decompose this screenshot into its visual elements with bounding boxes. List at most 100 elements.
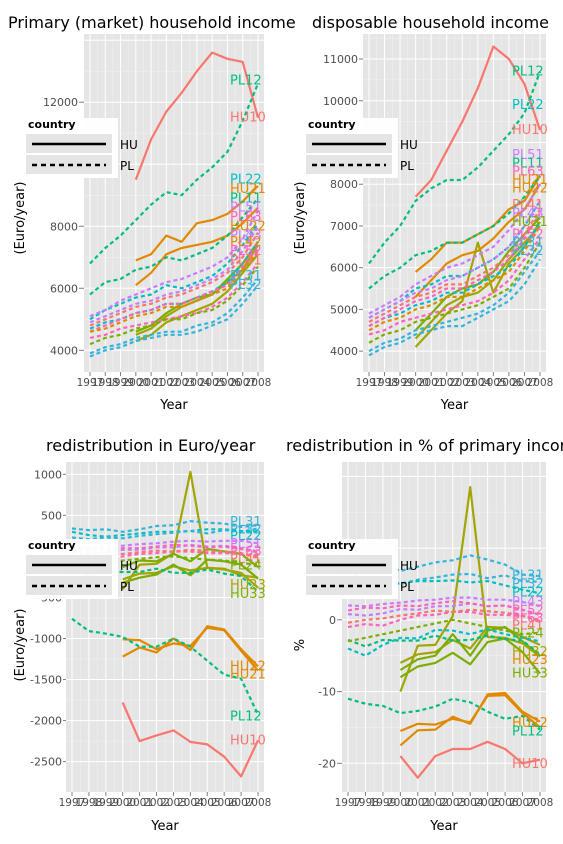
legend: country HU PL	[26, 539, 138, 599]
series-line-hu10	[414, 45, 542, 198]
x-tick-label: 2003	[168, 377, 195, 389]
x-tick-label: 2000	[402, 377, 429, 389]
panel-title: disposable household income	[312, 13, 549, 32]
legend: country HU PL	[306, 118, 418, 178]
y-tick-label: -2000	[30, 715, 62, 728]
region-end-label: PL22	[512, 98, 544, 113]
x-tick-label: 2008	[245, 377, 272, 389]
y-axis-label: (Euro/year)	[13, 182, 28, 255]
legend-title: country	[308, 118, 356, 131]
legend-title: country	[28, 539, 76, 552]
series-line-pl32	[347, 572, 541, 586]
series-line-pl41	[368, 208, 541, 323]
series-line-pl32	[71, 527, 259, 541]
x-tick-label: 2005	[194, 797, 221, 809]
region-end-label: PL63	[230, 210, 262, 225]
series-line-pl21	[368, 221, 541, 328]
x-tick-label: 2004	[457, 797, 484, 809]
series-line-pl11	[347, 634, 541, 656]
region-end-label: HU31	[512, 215, 548, 230]
region-end-label: PL51	[230, 201, 262, 216]
region-end-label: PL12	[230, 74, 262, 89]
x-tick-label: 2002	[433, 377, 460, 389]
y-tick-label: 7000	[330, 220, 358, 233]
x-tick-label: 1997	[77, 377, 104, 389]
region-end-label: PL22	[230, 173, 262, 188]
panel-title: Primary (market) household income	[8, 13, 296, 32]
region-end-label: PL31	[512, 568, 544, 583]
series-line-hu22	[122, 625, 259, 668]
series-line-pl52	[347, 610, 541, 629]
x-tick-label: 2007	[229, 377, 256, 389]
region-end-label: PL43	[230, 229, 262, 244]
legend-item-pl: PL	[400, 159, 414, 173]
x-tick-label: 1998	[76, 797, 103, 809]
series-line-pl43	[368, 200, 541, 319]
series-line-pl12	[89, 83, 260, 265]
region-end-label: PL11	[512, 156, 544, 171]
legend-item-pl: PL	[120, 580, 134, 594]
x-tick-label: 2001	[404, 797, 431, 809]
y-tick-label: 1000	[34, 468, 62, 481]
series-line-hu22	[399, 691, 541, 747]
region-end-label: PL12	[230, 709, 262, 724]
region-end-label: PL51	[230, 537, 262, 552]
region-end-label: PL22	[512, 586, 544, 601]
x-tick-label: 2003	[439, 797, 466, 809]
x-tick-label: 2004	[184, 377, 211, 389]
y-tick-label: 6000	[330, 262, 358, 275]
x-tick-label: 2002	[143, 797, 170, 809]
region-end-label: PL42	[230, 235, 262, 250]
x-axis-label: Year	[150, 819, 179, 834]
region-end-label: PL32	[230, 278, 262, 293]
x-axis-label: Year	[440, 398, 469, 413]
region-end-label: HU33	[512, 667, 548, 682]
y-tick-label: 12000	[43, 96, 78, 109]
chart-panel-4: -20-100101997199819992000200120022003200…	[286, 436, 563, 834]
y-tick-label: 4000	[50, 344, 78, 357]
series-line-pl42	[89, 250, 259, 333]
series-line-pl32	[89, 284, 259, 358]
x-tick-label: 2005	[199, 377, 226, 389]
region-end-label: HU10	[230, 733, 266, 748]
x-tick-label: 2006	[211, 797, 238, 809]
series-line-hu10	[399, 740, 541, 779]
region-end-label: PL12	[512, 65, 544, 80]
legend-item-hu: HU	[400, 559, 418, 573]
series-line-pl61	[368, 237, 541, 336]
x-tick-label: 2007	[509, 797, 536, 809]
x-tick-label: 2002	[422, 797, 449, 809]
y-tick-label: 500	[41, 509, 62, 522]
series-line-pl42	[368, 225, 541, 332]
series-line-pl12	[71, 617, 259, 716]
region-end-label: PL32	[230, 522, 262, 537]
region-end-label: PL24	[512, 626, 544, 641]
y-tick-label: 8000	[50, 220, 78, 233]
region-end-label: PL41	[512, 198, 544, 213]
series-line-hu31	[122, 558, 259, 584]
series-line-pl51	[368, 183, 541, 315]
legend-item-hu: HU	[120, 138, 138, 152]
x-axis-label: Year	[159, 398, 188, 413]
series-line-pl52	[89, 247, 259, 333]
region-end-label: HU21	[230, 182, 266, 197]
region-end-label: PL52	[512, 604, 544, 619]
y-tick-label: -10	[318, 686, 336, 699]
x-tick-label: 2000	[387, 797, 414, 809]
x-tick-label: 1998	[371, 377, 398, 389]
series-line-pl11	[89, 197, 259, 296]
x-tick-label: 2003	[160, 797, 187, 809]
y-tick-label: 6000	[50, 282, 78, 295]
region-end-label: PL52	[230, 244, 262, 259]
series-line-hu33	[121, 470, 259, 590]
legend-item-pl: PL	[120, 159, 134, 173]
x-tick-label: 1999	[92, 797, 119, 809]
region-end-label: PL43	[512, 595, 544, 610]
region-end-label: PL51	[512, 148, 544, 163]
legend-title: country	[308, 539, 356, 552]
x-tick-label: 1997	[356, 377, 383, 389]
region-end-label: HU23	[512, 653, 548, 668]
region-end-label: PL41	[512, 619, 544, 634]
y-tick-label: -20	[318, 757, 336, 770]
